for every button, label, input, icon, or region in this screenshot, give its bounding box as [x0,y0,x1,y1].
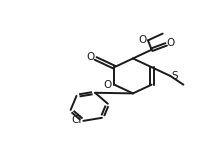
Text: Cl: Cl [72,115,82,125]
Text: O: O [139,35,147,45]
Text: O: O [167,38,175,48]
Text: O: O [86,52,95,62]
Text: S: S [171,71,178,81]
Text: O: O [104,80,112,90]
